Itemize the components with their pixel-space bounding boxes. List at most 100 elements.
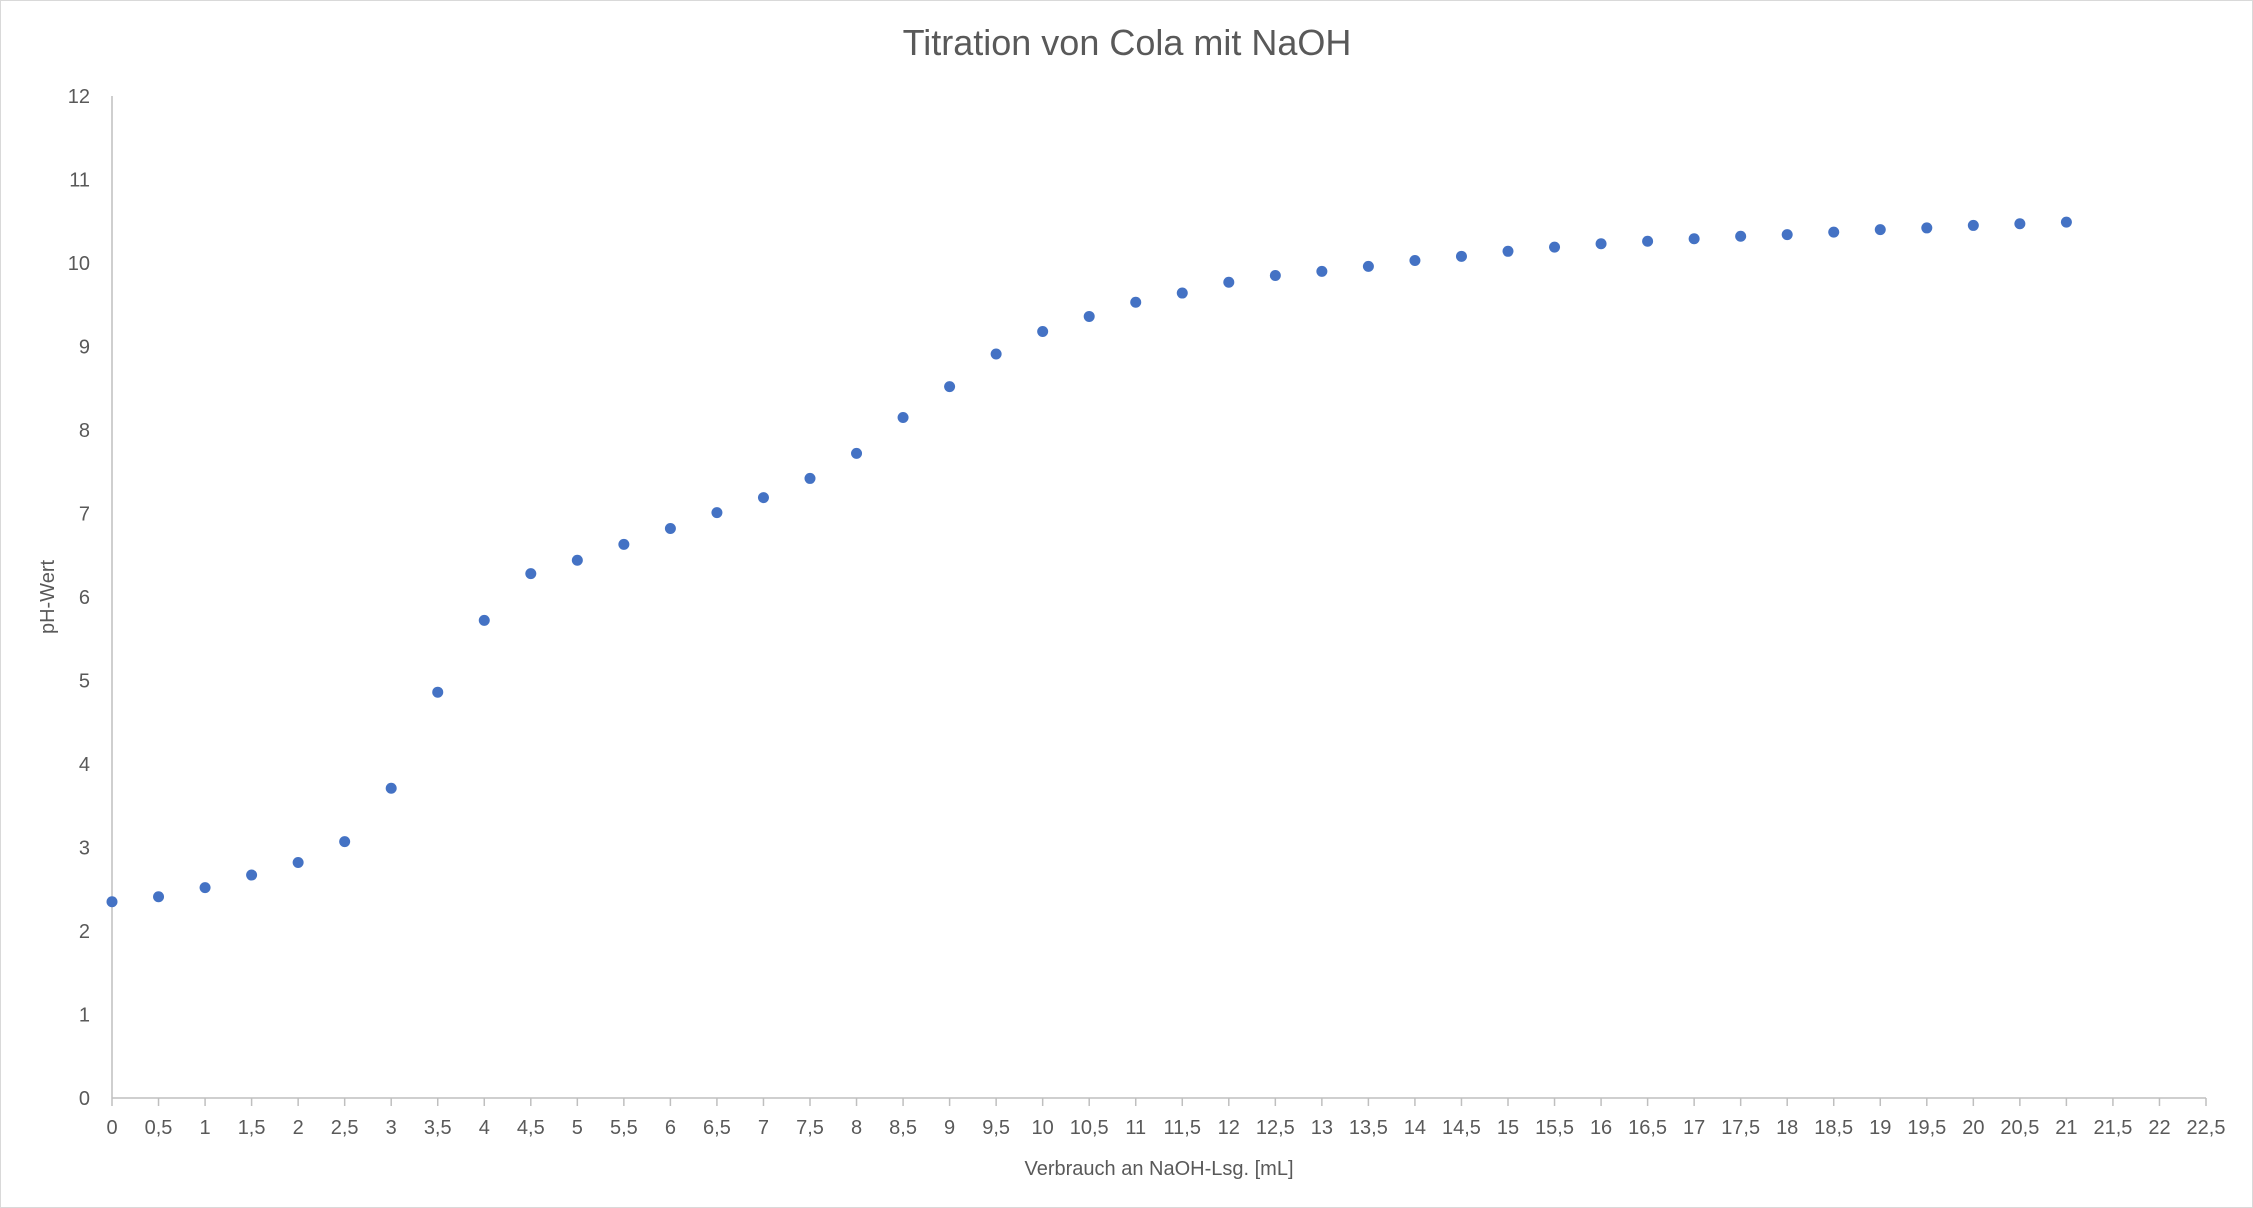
x-tick-label: 5,5 bbox=[610, 1117, 638, 1139]
x-tick-label: 15,5 bbox=[1535, 1117, 1574, 1139]
x-tick-label: 6 bbox=[665, 1117, 676, 1139]
data-point bbox=[1083, 310, 1095, 322]
x-tick-label: 2 bbox=[293, 1117, 304, 1139]
x-tick-label: 3 bbox=[386, 1117, 397, 1139]
x-tick-label: 1,5 bbox=[238, 1117, 266, 1139]
x-tick-label: 22,5 bbox=[2187, 1117, 2226, 1139]
x-tick-label: 7 bbox=[758, 1117, 769, 1139]
x-tick-label: 20,5 bbox=[2000, 1117, 2039, 1139]
x-tick-label: 11 bbox=[1125, 1117, 1146, 1139]
x-tick-label: 9,5 bbox=[982, 1117, 1010, 1139]
y-tick-label: 2 bbox=[79, 921, 90, 943]
y-tick-label: 5 bbox=[79, 671, 90, 693]
y-tick-label: 10 bbox=[68, 253, 90, 275]
data-point bbox=[897, 411, 909, 423]
y-tick-label: 3 bbox=[79, 838, 90, 860]
x-tick-label: 4,5 bbox=[517, 1117, 545, 1139]
x-tick-label: 18,5 bbox=[1814, 1117, 1853, 1139]
data-point bbox=[292, 857, 304, 869]
data-point bbox=[246, 869, 258, 881]
data-point bbox=[478, 614, 490, 626]
data-point bbox=[804, 472, 816, 484]
data-point bbox=[1642, 235, 1654, 247]
data-point bbox=[664, 523, 676, 535]
data-point bbox=[1735, 230, 1747, 242]
x-tick-label: 3,5 bbox=[424, 1117, 452, 1139]
data-point bbox=[2060, 216, 2072, 228]
data-point bbox=[1874, 224, 1886, 236]
data-point bbox=[618, 538, 630, 550]
data-point bbox=[1362, 260, 1374, 272]
data-point bbox=[1828, 226, 1840, 238]
data-point bbox=[1921, 222, 1933, 234]
data-point bbox=[1595, 238, 1607, 250]
y-tick-label: 0 bbox=[79, 1088, 90, 1110]
data-point bbox=[432, 686, 444, 698]
data-point bbox=[1781, 229, 1793, 241]
x-tick-label: 21,5 bbox=[2093, 1117, 2132, 1139]
x-tick-label: 20 bbox=[1962, 1117, 1984, 1139]
x-tick-label: 12 bbox=[1218, 1117, 1240, 1139]
data-point bbox=[1688, 233, 1700, 245]
x-tick-label: 19,5 bbox=[1907, 1117, 1946, 1139]
data-points bbox=[106, 216, 2072, 908]
x-tick-label: 9 bbox=[944, 1117, 955, 1139]
x-tick-label: 13,5 bbox=[1349, 1117, 1388, 1139]
data-point bbox=[1967, 219, 1979, 231]
y-tick-label: 12 bbox=[68, 86, 90, 108]
x-tick-label: 11,5 bbox=[1164, 1117, 1201, 1139]
x-tick-label: 14,5 bbox=[1442, 1117, 1481, 1139]
y-tick-label: 8 bbox=[79, 420, 90, 442]
data-point bbox=[385, 782, 397, 794]
data-point bbox=[990, 348, 1002, 360]
data-point bbox=[199, 882, 211, 894]
data-point bbox=[1037, 325, 1049, 337]
data-point bbox=[1409, 254, 1421, 266]
x-tick-label: 12,5 bbox=[1256, 1117, 1295, 1139]
y-tick-label: 7 bbox=[79, 504, 90, 526]
data-point bbox=[2014, 218, 2026, 230]
y-tick-label: 6 bbox=[79, 587, 90, 609]
y-tick-label: 4 bbox=[79, 754, 90, 776]
x-tick-label: 13 bbox=[1311, 1117, 1333, 1139]
data-point bbox=[1549, 241, 1561, 253]
x-tick-label: 16 bbox=[1590, 1117, 1612, 1139]
x-tick-label: 17,5 bbox=[1721, 1117, 1760, 1139]
x-axis: 0 0,5 1 1,5 2 2,5 3 3,5 4 4,5 5 5,5 6 6,5 7 7,5 8 8,5 9 9,5… bbox=[106, 1097, 2226, 1139]
data-point bbox=[851, 447, 863, 459]
x-tick-label: 2,5 bbox=[331, 1117, 359, 1139]
x-tick-label: 6,5 bbox=[703, 1117, 731, 1139]
x-tick-label: 1 bbox=[200, 1117, 211, 1139]
x-tick-label: 16,5 bbox=[1628, 1117, 1667, 1139]
x-tick-label: 19 bbox=[1869, 1117, 1891, 1139]
x-tick-label: 22 bbox=[2148, 1117, 2170, 1139]
x-tick-label: 14 bbox=[1404, 1117, 1426, 1139]
data-point bbox=[339, 836, 351, 848]
x-tick-label: 5 bbox=[572, 1117, 583, 1139]
data-point bbox=[106, 896, 118, 908]
data-point bbox=[757, 492, 769, 504]
y-tick-label: 9 bbox=[79, 337, 90, 359]
x-tick-label: 4 bbox=[479, 1117, 490, 1139]
x-tick-label: 18 bbox=[1776, 1117, 1798, 1139]
x-tick-label: 10 bbox=[1032, 1117, 1054, 1139]
data-point bbox=[571, 554, 583, 566]
data-point bbox=[525, 568, 537, 580]
data-point bbox=[1223, 276, 1235, 288]
data-point bbox=[153, 891, 165, 903]
chart-title: Titration von Cola mit NaOH bbox=[903, 22, 1352, 63]
data-point bbox=[1176, 287, 1188, 299]
x-tick-label: 0 bbox=[106, 1117, 117, 1139]
x-tick-label: 7,5 bbox=[796, 1117, 824, 1139]
y-axis-title: pH-Wert bbox=[37, 560, 59, 635]
y-tick-label: 11 bbox=[69, 170, 90, 192]
x-tick-label: 21 bbox=[2055, 1117, 2077, 1139]
x-tick-label: 8,5 bbox=[889, 1117, 917, 1139]
x-tick-label: 17 bbox=[1683, 1117, 1705, 1139]
data-point bbox=[1269, 270, 1281, 282]
y-tick-label: 1 bbox=[79, 1005, 90, 1027]
x-tick-label: 8 bbox=[851, 1117, 862, 1139]
data-point bbox=[1502, 245, 1514, 257]
